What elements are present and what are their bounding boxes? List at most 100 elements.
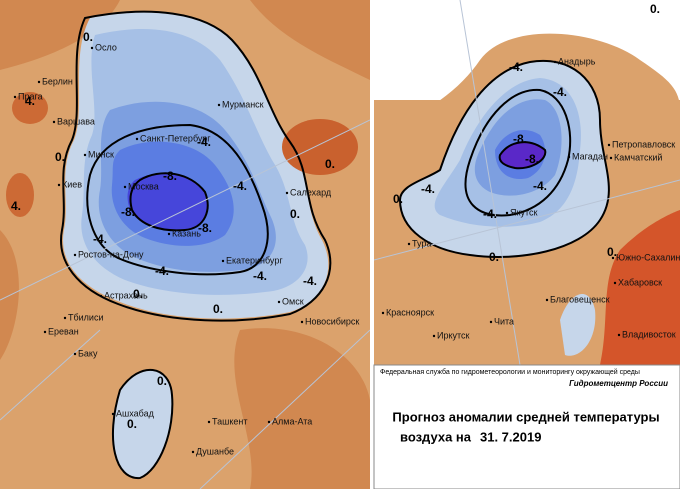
city-dot — [613, 281, 617, 285]
contour-label: 0. — [83, 30, 93, 44]
city-dot — [167, 232, 171, 236]
city-dot — [43, 330, 47, 334]
city-label: Южно-Сахалинск — [616, 252, 680, 262]
contour-label: 0. — [290, 207, 300, 221]
contour-label: -4. — [197, 135, 211, 149]
city-dot — [277, 300, 281, 304]
city-label: Камчатский — [614, 152, 662, 162]
city-dot — [217, 103, 221, 107]
contour-label: 0. — [393, 192, 403, 206]
city-dot — [123, 185, 127, 189]
contour-label: -4. — [233, 179, 247, 193]
city-label: Мурманск — [222, 99, 264, 109]
city-label: Новосибирск — [305, 316, 359, 326]
city-label: Ереван — [48, 326, 79, 336]
left-panel — [0, 0, 370, 489]
contour-label: -4. — [93, 232, 107, 246]
center: Гидрометцентр России — [569, 379, 668, 388]
city-dot — [607, 143, 611, 147]
city-dot — [300, 320, 304, 324]
city-label: Чита — [494, 316, 514, 326]
city-label: Санкт-Петербург — [140, 133, 211, 143]
city-label: Баку — [78, 348, 98, 358]
contour-label: -8. — [525, 152, 539, 166]
city-dot — [505, 211, 509, 215]
contour-label: -4. — [253, 269, 267, 283]
city-label: Алма-Ата — [272, 416, 312, 426]
city-dot — [13, 95, 17, 99]
city-dot — [83, 153, 87, 157]
footer-box — [373, 364, 680, 490]
city-dot — [221, 259, 225, 263]
city-label: Ростов-на-Дону — [78, 249, 144, 259]
city-dot — [381, 311, 385, 315]
contour-label: -8. — [513, 132, 527, 146]
city-label: Анадырь — [558, 56, 596, 66]
city-label: Москва — [128, 181, 159, 191]
city-dot — [37, 80, 41, 84]
city-label: Тура — [412, 238, 431, 248]
contour-label: 0. — [133, 287, 143, 301]
contour-label: 0. — [325, 157, 335, 171]
city-label: Благовещенск — [550, 294, 610, 304]
city-label: Ташкент — [212, 416, 247, 426]
city-dot — [489, 320, 493, 324]
contour-label: 0. — [489, 250, 499, 264]
city-dot — [207, 420, 211, 424]
city-label: Берлин — [42, 76, 73, 86]
contour-label: 0. — [213, 302, 223, 316]
city-dot — [432, 334, 436, 338]
city-label: Астрахань — [104, 290, 148, 300]
city-label: Якутск — [510, 207, 538, 217]
contour-label: 0. — [607, 245, 617, 259]
city-dot — [90, 46, 94, 50]
city-dot — [407, 242, 411, 246]
city-label: Душанбе — [196, 446, 234, 456]
city-dot — [57, 183, 61, 187]
city-dot — [111, 412, 115, 416]
agency: Федеральная служба по гидрометеорологии … — [380, 368, 640, 376]
city-dot — [99, 294, 103, 298]
contour-label: -4. — [155, 264, 169, 278]
city-dot — [267, 420, 271, 424]
contour-label: -8. — [198, 221, 212, 235]
contour-label: -4. — [553, 85, 567, 99]
contour-label: -8. — [121, 205, 135, 219]
contour-label: -4. — [421, 182, 435, 196]
right-panel — [374, 0, 680, 365]
date-prefix: воздуха на — [400, 429, 472, 444]
city-label: Екатеринбург — [226, 255, 283, 265]
city-dot — [73, 352, 77, 356]
contour-label: 0. — [157, 374, 167, 388]
city-label: Ашхабад — [116, 408, 155, 418]
city-label: Омск — [282, 296, 304, 306]
contour-label: 4. — [25, 94, 35, 108]
city-dot — [73, 253, 77, 257]
contour-label: 0. — [650, 2, 660, 16]
city-label: Тбилиси — [68, 312, 104, 322]
city-label: Казань — [172, 228, 201, 238]
city-dot — [545, 298, 549, 302]
city-label: Красноярск — [386, 307, 434, 317]
contour-label: 0. — [55, 150, 65, 164]
contour-label: -4. — [509, 60, 523, 74]
contour-label: -4. — [533, 179, 547, 193]
contour-label: -4. — [483, 207, 497, 221]
city-dot — [567, 155, 571, 159]
city-label: Салехард — [290, 187, 332, 197]
city-dot — [611, 256, 615, 260]
city-dot — [52, 120, 56, 124]
footer-title: Прогноз аномалии средней температуры — [392, 409, 659, 424]
city-label: Петропавловск — [612, 139, 675, 149]
city-label: Хабаровск — [618, 277, 662, 287]
contour-label: -8. — [163, 169, 177, 183]
city-dot — [135, 137, 139, 141]
city-dot — [553, 60, 557, 64]
date: 31. 7.2019 — [480, 429, 541, 444]
city-dot — [609, 156, 613, 160]
city-label: Осло — [95, 42, 117, 52]
city-dot — [191, 450, 195, 454]
city-dot — [285, 191, 289, 195]
contour-label: -4. — [303, 274, 317, 288]
